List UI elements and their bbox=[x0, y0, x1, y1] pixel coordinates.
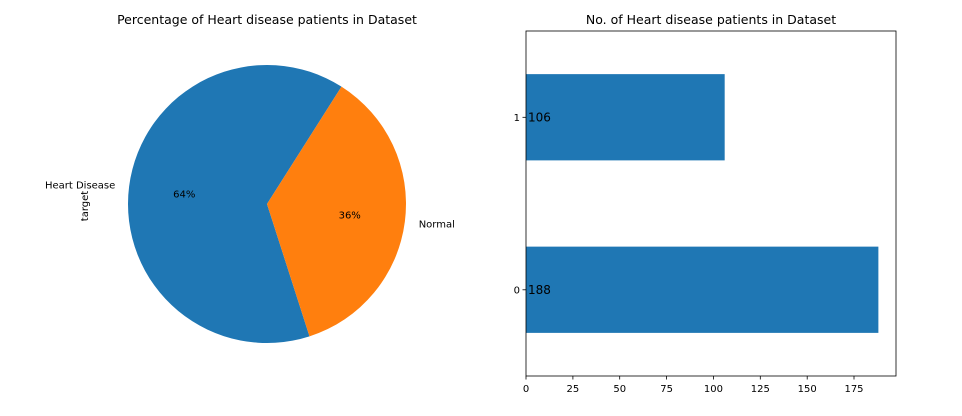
pie-slices bbox=[127, 64, 406, 343]
pie-slice-normal bbox=[267, 86, 406, 337]
bar-chart-title: No. of Heart disease patients in Dataset bbox=[586, 12, 836, 27]
pie-chart-title: Percentage of Heart disease patients in … bbox=[117, 12, 417, 27]
pie-labels: Heart Disease 64% Normal 36% bbox=[45, 181, 455, 231]
y-tick-label-1: 1 bbox=[514, 113, 520, 124]
x-tick-label-100: 100 bbox=[704, 384, 723, 395]
x-tick-label-125: 125 bbox=[751, 384, 770, 395]
bar-data-label-1: 106 bbox=[528, 110, 551, 124]
pie-label-normal: Normal bbox=[419, 219, 455, 230]
x-tick-label-50: 50 bbox=[613, 384, 626, 395]
x-tick-label-25: 25 bbox=[567, 384, 580, 395]
x-tick-label-0: 0 bbox=[523, 384, 529, 395]
pie-y-label: target bbox=[80, 191, 91, 221]
pie-chart: Percentage of Heart disease patients in … bbox=[45, 12, 455, 343]
y-tick-label-0: 0 bbox=[514, 285, 520, 296]
bar-plot-frame bbox=[525, 30, 897, 377]
bar-0 bbox=[526, 246, 879, 333]
bar-x-ticks: 0 25 50 75 100 125 150 175 bbox=[523, 376, 864, 395]
x-tick-label-175: 175 bbox=[844, 384, 863, 395]
bar-bars bbox=[526, 74, 879, 333]
bar-data-labels: 188 106 bbox=[528, 110, 551, 296]
bar-chart: No. of Heart disease patients in Dataset… bbox=[514, 12, 897, 395]
pie-percent-heart-disease: 64% bbox=[173, 189, 195, 200]
pie-slice-heart-disease bbox=[127, 64, 342, 343]
bar-y-ticks: 01 bbox=[514, 113, 526, 296]
x-tick-label-75: 75 bbox=[660, 384, 673, 395]
pie-percent-normal: 36% bbox=[339, 211, 361, 222]
x-tick-label-150: 150 bbox=[798, 384, 817, 395]
bar-1 bbox=[526, 74, 725, 161]
bar-data-label-0: 188 bbox=[528, 283, 551, 297]
pie-label-heart-disease: Heart Disease bbox=[45, 181, 115, 192]
